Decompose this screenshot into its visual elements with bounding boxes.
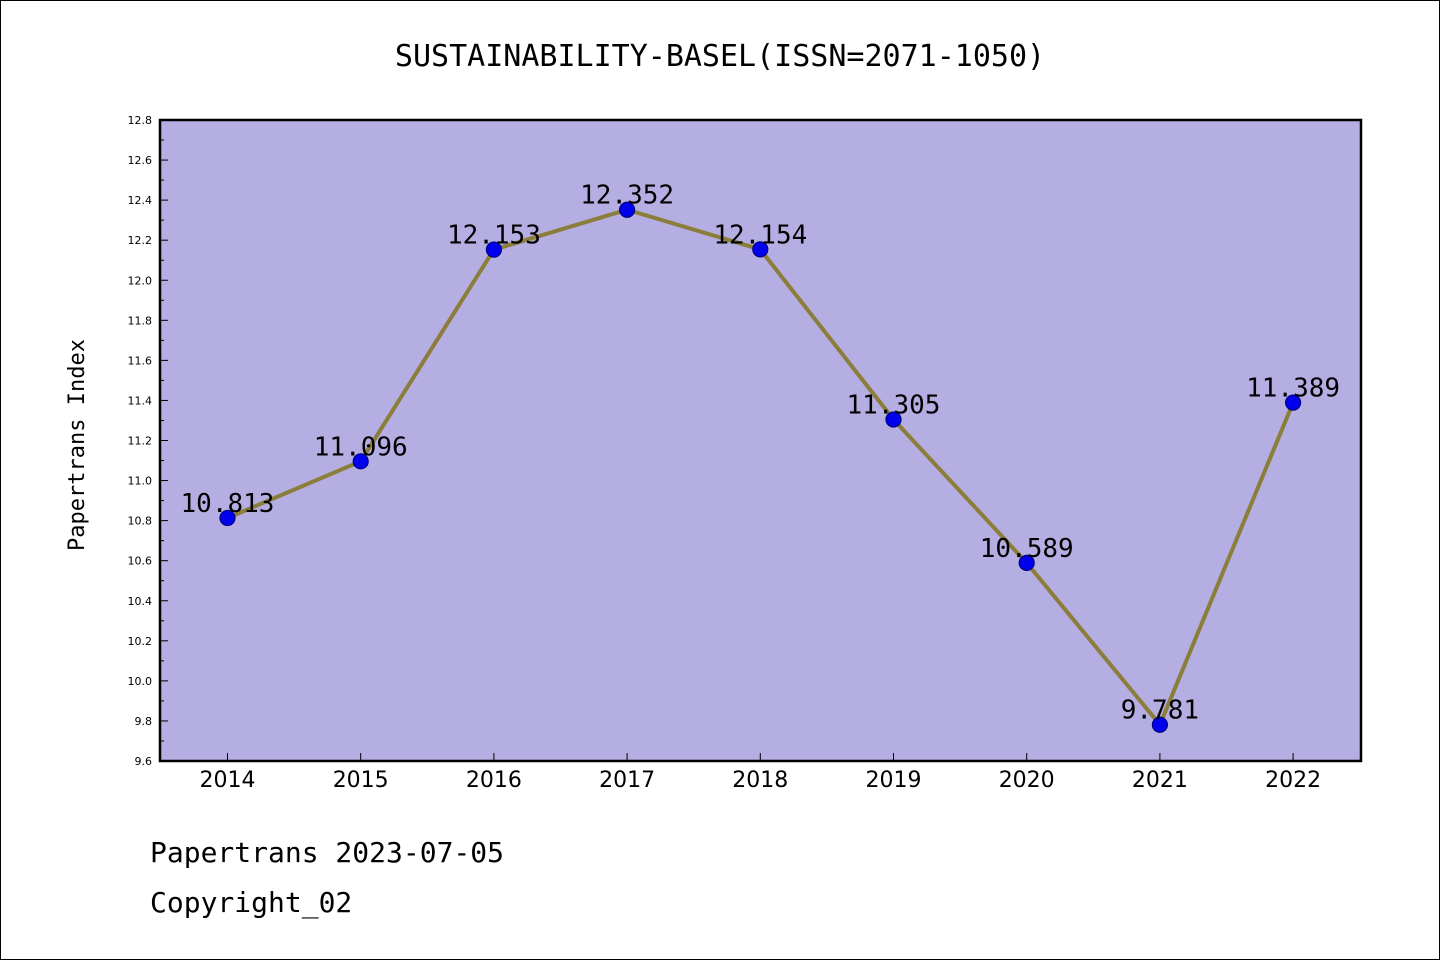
- footer-copyright: Copyright_02: [150, 886, 353, 919]
- data-point: [618, 201, 636, 218]
- x-axis: 2014 2015 2016 2017 2018 2019 2020 2021 2022: [200, 753, 1321, 793]
- y-tick-label: 12.6: [128, 154, 153, 167]
- data-point: [752, 241, 769, 258]
- data-label: 12.154: [713, 220, 807, 250]
- y-tick-label: 10.2: [128, 635, 153, 648]
- x-tick-label: 2021: [1132, 768, 1188, 793]
- x-tick-label: 2019: [866, 768, 922, 793]
- x-tick-label: 2020: [999, 768, 1055, 793]
- data-label: 11.305: [847, 390, 941, 420]
- y-axis-label: Papertrans Index: [65, 339, 90, 551]
- y-tick-label: 11.0: [128, 475, 153, 488]
- x-tick-label: 2022: [1265, 768, 1321, 793]
- y-tick-label: 12.8: [128, 114, 153, 127]
- y-tick-label: 9.8: [135, 715, 153, 728]
- x-tick-label: 2017: [599, 768, 655, 793]
- y-tick-label: 12.0: [128, 274, 153, 287]
- data-label: 12.153: [447, 221, 541, 251]
- y-tick-label: 11.2: [128, 435, 153, 448]
- data-label: 10.589: [980, 534, 1074, 564]
- plot-area: [158, 118, 1363, 763]
- footer-date: Papertrans 2023-07-05: [150, 836, 505, 869]
- data-label: 12.352: [580, 181, 674, 211]
- data-point: [1284, 394, 1302, 411]
- x-tick-label: 2016: [466, 768, 522, 793]
- y-axis: 9.6 9.8 10.0 10.2 10.4 10.6 10.8 11.0 11.2 11.4 11…: [128, 114, 168, 768]
- x-tick-label: 2018: [732, 768, 788, 793]
- y-tick-label: 11.4: [128, 394, 153, 407]
- y-tick-label: 9.6: [135, 755, 153, 768]
- data-points: [219, 201, 1302, 733]
- data-point: [885, 411, 902, 428]
- y-tick-label: 12.2: [128, 234, 153, 247]
- data-label: 10.813: [181, 489, 275, 519]
- data-point: [1018, 554, 1035, 571]
- data-point: [219, 509, 236, 527]
- y-tick-label: 10.4: [128, 595, 153, 608]
- data-point: [485, 241, 502, 258]
- x-tick-label: 2015: [333, 768, 389, 793]
- data-point: [352, 453, 369, 470]
- y-tick-label: 12.4: [128, 194, 153, 207]
- y-tick-label: 10.6: [128, 555, 153, 568]
- y-tick-label: 10.8: [128, 515, 153, 528]
- data-label: 9.781: [1121, 696, 1199, 726]
- data-labels: 10.813 11.096 12.153 12.352 12.154 11.305 10.5…: [181, 181, 1341, 726]
- y-tick-label: 10.0: [128, 675, 153, 688]
- data-label: 11.096: [314, 432, 408, 462]
- y-tick-label: 11.6: [128, 354, 153, 367]
- chart-title: SUSTAINABILITY-BASEL(ISSN=2071-1050): [395, 39, 1045, 74]
- y-tick-label: 11.8: [128, 314, 153, 327]
- x-tick-label: 2014: [200, 768, 256, 793]
- data-point: [1151, 716, 1169, 733]
- data-label: 11.389: [1246, 374, 1340, 404]
